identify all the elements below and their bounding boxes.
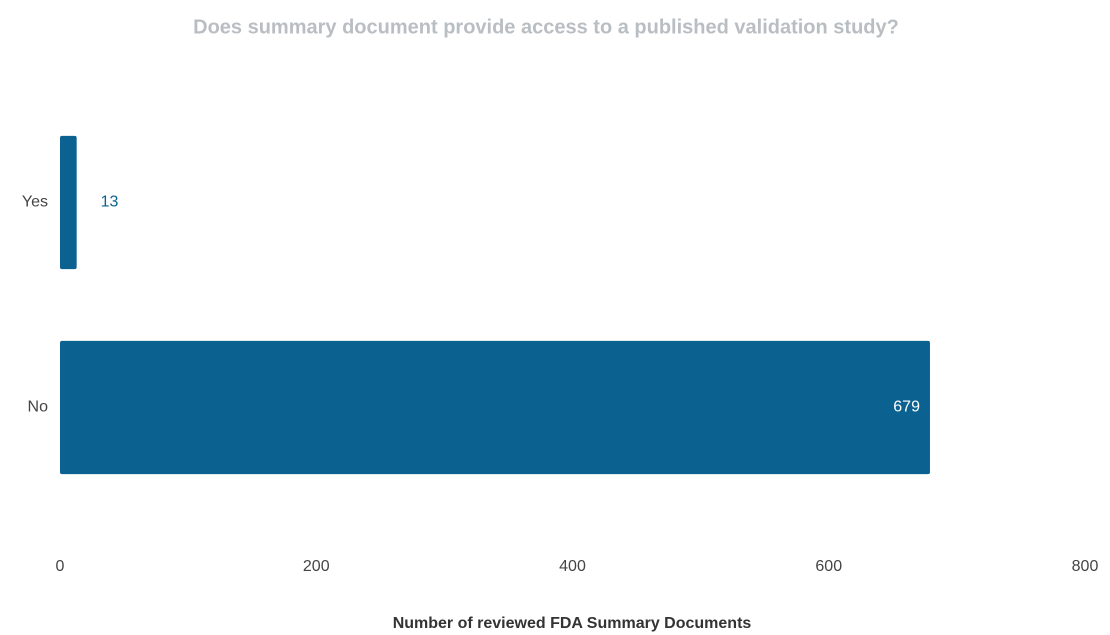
y-tick-label: Yes [22, 194, 48, 211]
bar [60, 340, 930, 475]
x-tick-label: 600 [815, 558, 842, 575]
x-axis-label: Number of reviewed FDA Summary Documents [393, 615, 752, 632]
value-label: 679 [893, 399, 920, 416]
x-tick-label: 200 [303, 558, 330, 575]
value-label: 13 [101, 194, 119, 211]
x-tick-label: 0 [56, 558, 65, 575]
x-tick-label: 800 [1072, 558, 1099, 575]
x-tick-label: 400 [559, 558, 586, 575]
y-tick-label: No [28, 399, 49, 416]
chart-title: Does summary document provide access to … [193, 16, 899, 38]
bar [60, 135, 77, 270]
